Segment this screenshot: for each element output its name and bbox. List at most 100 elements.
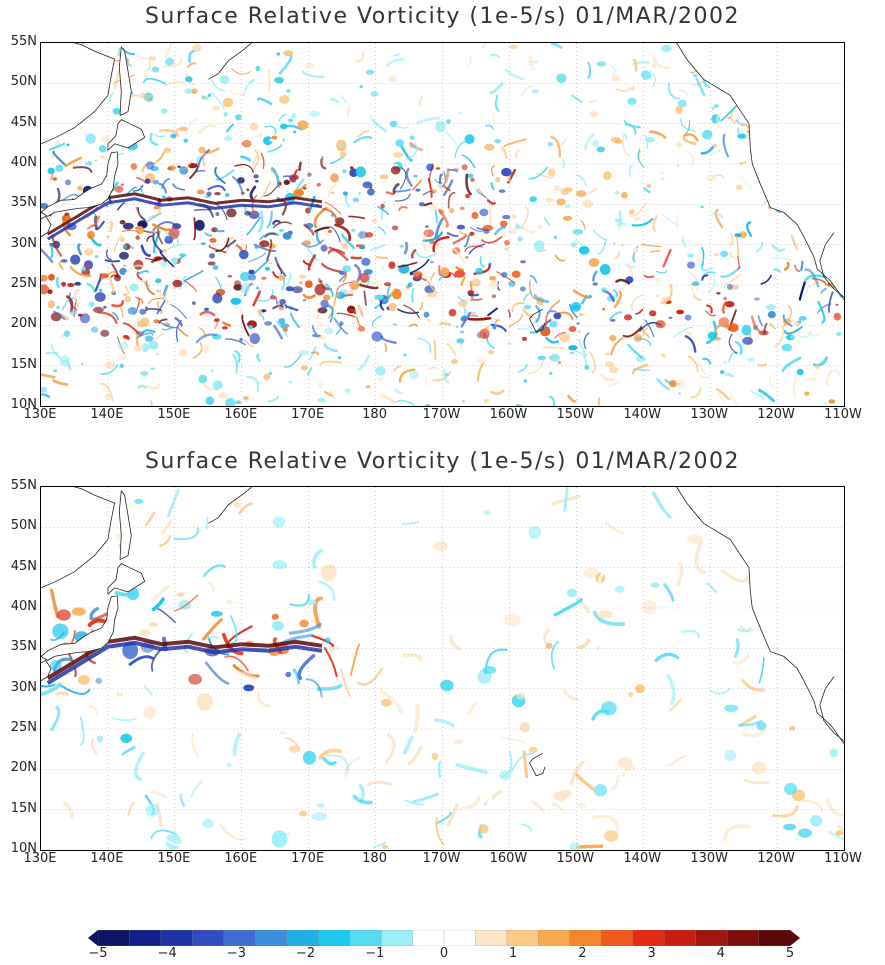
vorticity-filament xyxy=(701,274,709,281)
vorticity-filament xyxy=(651,491,672,519)
vorticity-eddy xyxy=(202,818,214,829)
vorticity-eddy xyxy=(437,183,443,189)
vorticity-filament xyxy=(151,223,170,232)
vorticity-eddy xyxy=(388,261,396,269)
vorticity-eddy xyxy=(184,88,193,94)
vorticity-filament xyxy=(629,164,633,178)
vorticity-filament xyxy=(614,251,621,260)
vorticity-eddy xyxy=(233,284,243,291)
vorticity-filament xyxy=(306,367,313,376)
vorticity-filament xyxy=(266,239,273,261)
vorticity-filament xyxy=(550,135,561,158)
coastline xyxy=(41,487,116,589)
vorticity-filament xyxy=(296,544,316,574)
colorbar-swatch xyxy=(758,930,791,946)
vorticity-filament xyxy=(531,693,549,707)
vorticity-filament xyxy=(718,379,728,385)
vorticity-filament xyxy=(132,184,144,192)
vorticity-filament xyxy=(252,259,270,276)
vorticity-filament xyxy=(197,686,223,693)
vorticity-filament xyxy=(628,203,646,217)
vorticity-filament xyxy=(135,206,142,219)
vorticity-filament xyxy=(493,114,496,124)
vorticity-filament xyxy=(119,307,124,318)
vorticity-eddy xyxy=(168,227,180,239)
vorticity-filament xyxy=(733,653,751,666)
vorticity-eddy xyxy=(471,278,481,287)
vorticity-eddy xyxy=(302,750,317,765)
vorticity-filament xyxy=(681,236,687,248)
vorticity-filament xyxy=(529,275,538,284)
vorticity-filament xyxy=(159,251,175,268)
vorticity-eddy xyxy=(94,564,110,576)
vorticity-eddy xyxy=(747,357,755,362)
vorticity-eddy xyxy=(230,538,237,546)
vorticity-filament xyxy=(471,531,499,544)
vorticity-filament xyxy=(792,376,798,398)
vorticity-eddy xyxy=(123,264,127,267)
vorticity-filament xyxy=(275,299,281,311)
vorticity-filament xyxy=(412,792,439,803)
vorticity-filament xyxy=(457,295,467,302)
vorticity-eddy xyxy=(692,73,698,78)
lon-tick-label: 130E xyxy=(23,851,57,866)
vorticity-filament xyxy=(432,371,452,382)
lon-tick-label: 170W xyxy=(422,407,461,422)
vorticity-filament xyxy=(154,135,166,138)
vorticity-filament xyxy=(462,43,468,46)
vorticity-eddy xyxy=(297,120,309,130)
vorticity-filament xyxy=(69,265,92,278)
vorticity-filament xyxy=(264,125,277,135)
vorticity-eddy xyxy=(691,281,700,286)
vorticity-eddy xyxy=(440,267,450,277)
vorticity-eddy xyxy=(271,613,279,620)
lat-tick-label: 55N xyxy=(10,478,37,493)
vorticity-filament xyxy=(211,78,226,92)
vorticity-eddy xyxy=(576,322,580,325)
lat-tick-label: 25N xyxy=(10,276,37,291)
vorticity-filament xyxy=(825,369,832,387)
vorticity-filament xyxy=(284,737,300,748)
vorticity-eddy xyxy=(464,134,475,144)
vorticity-filament xyxy=(662,248,672,268)
vorticity-filament xyxy=(270,167,280,189)
vorticity-filament xyxy=(569,760,585,785)
vorticity-filament xyxy=(173,594,199,612)
vorticity-filament xyxy=(80,153,89,164)
vorticity-eddy xyxy=(279,229,284,232)
vorticity-filament xyxy=(652,215,658,233)
vorticity-filament xyxy=(41,827,64,850)
vorticity-filament xyxy=(193,217,197,241)
vorticity-filament xyxy=(124,285,131,295)
vorticity-eddy xyxy=(279,298,286,305)
vorticity-filament xyxy=(520,206,529,230)
vorticity-filament xyxy=(55,691,69,696)
vorticity-eddy xyxy=(364,269,371,273)
vorticity-eddy xyxy=(599,264,611,275)
vorticity-filament xyxy=(142,77,167,85)
vorticity-eddy xyxy=(162,249,168,253)
vorticity-eddy xyxy=(278,275,286,281)
vorticity-eddy xyxy=(675,379,685,390)
vorticity-eddy xyxy=(388,75,397,83)
vorticity-filament xyxy=(199,310,216,317)
vorticity-eddy xyxy=(605,361,614,368)
vorticity-eddy xyxy=(549,371,553,375)
vorticity-filament xyxy=(446,232,459,238)
vorticity-filament xyxy=(465,173,472,196)
vorticity-filament xyxy=(229,615,238,645)
vorticity-filament xyxy=(739,160,747,165)
vorticity-filament xyxy=(344,195,350,208)
vorticity-filament xyxy=(397,261,418,268)
vorticity-filament xyxy=(214,227,225,233)
vorticity-filament xyxy=(394,188,412,193)
vorticity-filament xyxy=(353,135,373,144)
vorticity-filament xyxy=(709,381,720,395)
vorticity-eddy xyxy=(599,497,613,506)
vorticity-filament xyxy=(135,296,144,304)
vorticity-filament xyxy=(320,262,343,273)
vorticity-filament xyxy=(592,610,626,626)
vorticity-eddy xyxy=(139,629,151,637)
vorticity-filament xyxy=(621,766,636,777)
vorticity-filament xyxy=(324,201,342,215)
